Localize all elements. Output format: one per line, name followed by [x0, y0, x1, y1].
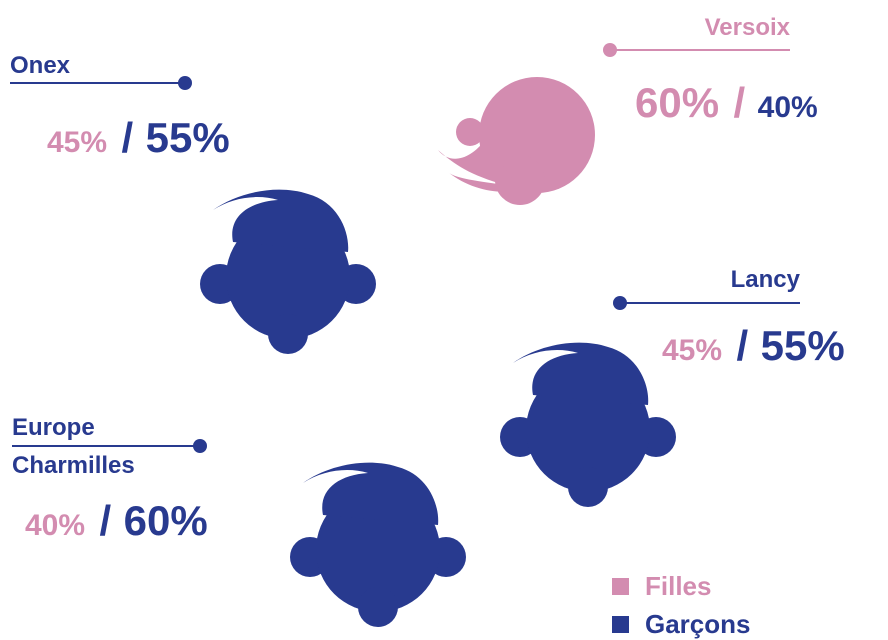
legend-swatch: [612, 616, 629, 633]
legend-swatch: [612, 578, 629, 595]
boys-share: 55%: [146, 114, 230, 161]
girls-share: 45%: [662, 334, 722, 367]
location-name: Lancy: [731, 266, 801, 293]
separator: /: [122, 114, 134, 161]
location-name: Onex: [10, 52, 71, 79]
boy-head: [200, 189, 376, 354]
boys-share: 55%: [761, 322, 845, 369]
ratio: 45% / 55%: [662, 322, 845, 369]
girl-head: [438, 77, 595, 205]
legend-label: Garçons: [645, 609, 751, 639]
leader-dot: [613, 296, 627, 310]
location-name: Charmilles: [12, 452, 135, 479]
boy-head: [290, 462, 466, 627]
boys-share: 40%: [758, 91, 818, 124]
legend-label: Filles: [645, 571, 711, 601]
separator: /: [737, 322, 749, 369]
leader-dot: [603, 43, 617, 57]
boy-head: [500, 342, 676, 507]
girls-share: 45%: [47, 126, 107, 159]
boys-share: 60%: [124, 497, 208, 544]
legend: Filles Garçons: [612, 571, 751, 639]
girls-share: 40%: [25, 509, 85, 542]
location-name: Europe: [12, 414, 95, 441]
ratio: 40% / 60%: [25, 497, 208, 544]
ratio: 45% / 55%: [47, 114, 230, 161]
separator: /: [100, 497, 112, 544]
ratio: 60% / 40%: [635, 79, 818, 126]
separator: /: [734, 79, 746, 126]
leader-dot: [193, 439, 207, 453]
girls-share: 60%: [635, 79, 719, 126]
leader-dot: [178, 76, 192, 90]
location-name: Versoix: [705, 14, 791, 41]
